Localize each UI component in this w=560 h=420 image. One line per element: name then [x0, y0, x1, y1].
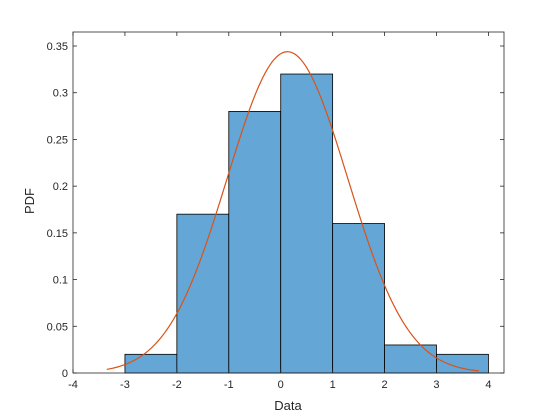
x-tick-label: 0 — [278, 379, 284, 391]
x-tick-label: 4 — [485, 379, 491, 391]
y-axis-label: PDF — [22, 188, 37, 214]
y-tick-label: 0.1 — [53, 275, 68, 287]
x-tick-label: -1 — [224, 379, 234, 391]
x-tick-label: 2 — [382, 379, 388, 391]
y-tick-label: 0.3 — [53, 88, 68, 100]
x-tick-label: 3 — [433, 379, 439, 391]
x-tick-label: -3 — [120, 379, 130, 391]
histogram-bar-3 — [228, 111, 282, 374]
fit-curve — [106, 51, 480, 372]
axes: -4 -3 -2 -1 0 1 2 3 4 0 0.05 0.1 0.15 0.2 0.25 0.3 0.35 — [47, 31, 505, 391]
y-tick-label: 0.2 — [53, 181, 68, 193]
y-tick-label: 0.15 — [47, 228, 68, 240]
x-tick-label: -4 — [68, 379, 78, 391]
x-axis-label: Data — [274, 398, 302, 413]
x-tick-label: -2 — [172, 379, 182, 391]
histogram-bar-7 — [436, 353, 489, 374]
histogram-bar-1 — [124, 353, 178, 374]
histogram-bar-5 — [332, 223, 385, 374]
histogram-bar-4 — [280, 73, 334, 374]
y-tick-label: 0.05 — [47, 321, 68, 333]
histogram-bar-6 — [384, 344, 437, 374]
histogram-bar-2 — [176, 213, 230, 374]
axes-box — [72, 31, 505, 374]
x-tick-label: 1 — [330, 379, 336, 391]
y-tick-label: 0.35 — [47, 41, 68, 53]
y-tick-label: 0 — [62, 368, 68, 380]
plot-area — [106, 51, 489, 374]
y-tick-label: 0.25 — [47, 134, 68, 146]
